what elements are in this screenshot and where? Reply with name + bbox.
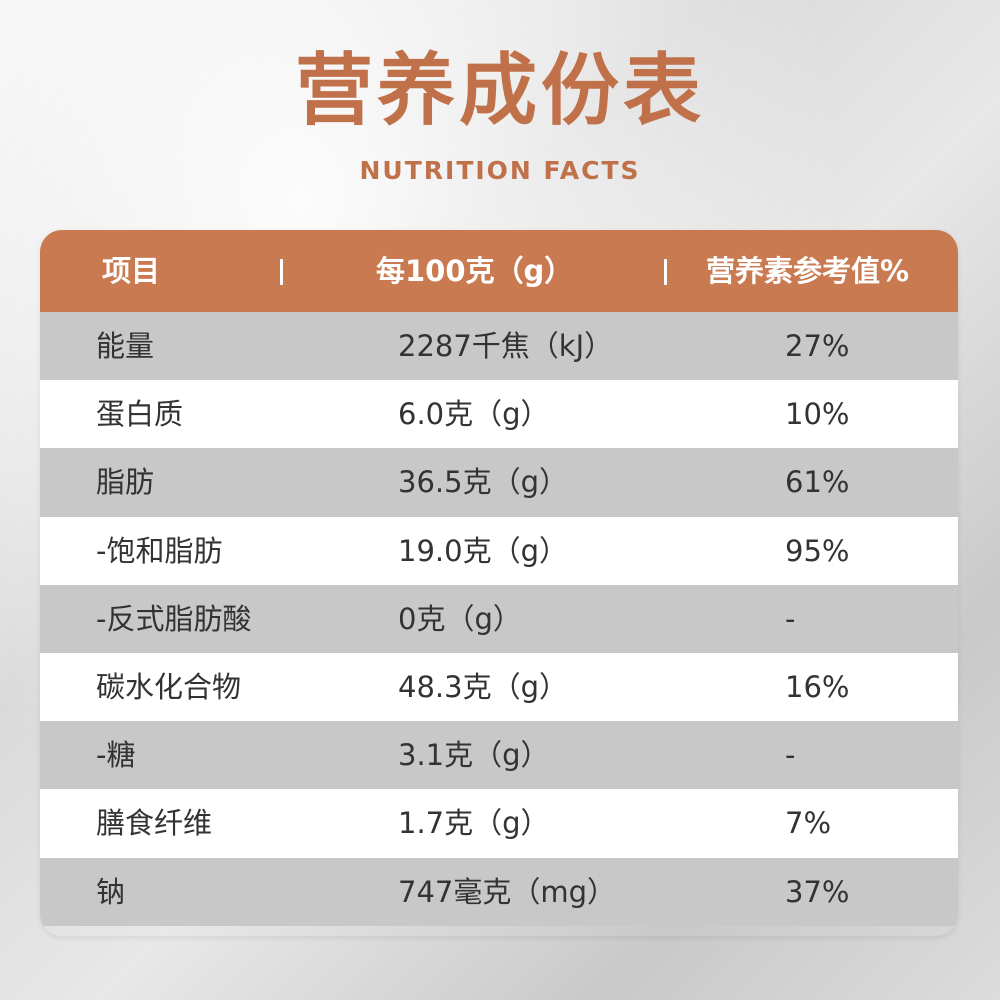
page-subtitle: NUTRITION FACTS [359,156,641,185]
row-item: -糖 [96,738,136,773]
table-row: 能量 2287千焦（kJ） 27% [40,312,958,381]
nutrition-table: 项目 每100克（g） 营养素参考值% 能量 2287千焦（kJ） 27% 蛋白… [40,230,958,936]
row-amount: 3.1克（g） [398,738,550,773]
row-nrv: 61% [785,465,850,500]
row-nrv: 10% [785,397,850,432]
table-row: -反式脂肪酸 0克（g） - [40,584,958,653]
header-divider [280,259,283,285]
table-row: 钠 747毫克（mg） 37% [40,857,958,926]
table-row: -糖 3.1克（g） - [40,721,958,790]
row-nrv: 16% [785,669,850,704]
row-amount: 6.0克（g） [398,397,550,432]
table-row: 膳食纤维 1.7克（g） 7% [40,789,958,858]
row-item: 膳食纤维 [96,806,213,841]
row-nrv: - [785,601,796,636]
row-amount: 36.5克（g） [398,465,568,500]
row-item: 脂肪 [96,465,155,500]
row-amount: 747毫克（mg） [398,874,617,909]
table-row: 碳水化合物 48.3克（g） 16% [40,652,958,722]
header-divider [664,259,667,285]
row-amount: 48.3克（g） [398,669,568,704]
row-amount: 1.7克（g） [398,806,550,841]
row-amount: 0克（g） [398,601,522,636]
header-nrv: 营养素参考值% [706,254,910,288]
row-nrv: 27% [785,329,850,363]
row-item: 蛋白质 [96,397,184,432]
row-amount: 2287千焦（kJ） [398,329,614,363]
row-nrv: 95% [785,533,850,568]
row-item: -反式脂肪酸 [96,601,252,636]
row-nrv: 37% [785,874,850,909]
row-amount: 19.0克（g） [398,533,568,568]
row-item: 钠 [96,874,126,909]
row-item: 碳水化合物 [96,669,242,704]
row-item: -饱和脂肪 [96,533,223,568]
header-per-100g: 每100克（g） [376,254,574,288]
row-nrv: - [785,738,796,773]
row-nrv: 7% [785,806,832,841]
table-row: -饱和脂肪 19.0克（g） 95% [40,516,958,585]
table-row: 脂肪 36.5克（g） 61% [40,448,958,517]
header-item: 项目 [102,254,161,288]
table-row: 蛋白质 6.0克（g） 10% [40,380,958,449]
row-item: 能量 [96,329,155,363]
page-title: 营养成份表 [294,46,705,136]
table-header: 项目 每100克（g） 营养素参考值% [40,230,958,312]
